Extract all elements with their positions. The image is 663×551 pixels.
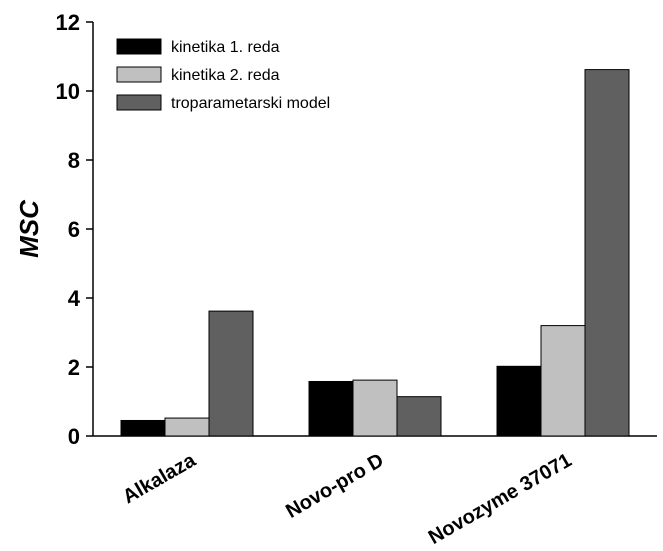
y-tick-label: 10 <box>56 79 80 104</box>
y-axis-label: MSC <box>14 199 44 258</box>
legend-label-1: kinetika 1. reda <box>171 39 280 56</box>
legend-swatch-2 <box>116 66 162 83</box>
x-tick-label: Novo-pro D <box>282 449 387 522</box>
bar-1-1 <box>120 419 166 437</box>
y-tick-label: 4 <box>68 286 81 311</box>
bar-3-2 <box>396 396 442 437</box>
y-tick-label: 0 <box>68 424 80 449</box>
legend-label-3: troparametarski model <box>171 95 330 112</box>
bar-3-3 <box>584 69 630 437</box>
bar-2-1 <box>164 417 210 437</box>
y-tick-label: 12 <box>56 10 80 35</box>
y-tick-label: 6 <box>68 217 80 242</box>
bar-1-3 <box>496 365 542 437</box>
bar-3-1 <box>208 310 254 437</box>
y-tick-label: 8 <box>68 148 80 173</box>
bar-2-3 <box>540 325 586 437</box>
bar-2-2 <box>352 379 398 437</box>
legend-swatch-3 <box>116 94 162 111</box>
legend-swatch-1 <box>116 38 162 55</box>
x-tick-label: Novozyme 37071 <box>425 449 576 546</box>
x-tick-label: Alkalaza <box>119 449 200 509</box>
bar-1-2 <box>308 380 354 437</box>
y-tick-label: 2 <box>68 355 80 380</box>
legend-label-2: kinetika 2. reda <box>171 67 280 84</box>
